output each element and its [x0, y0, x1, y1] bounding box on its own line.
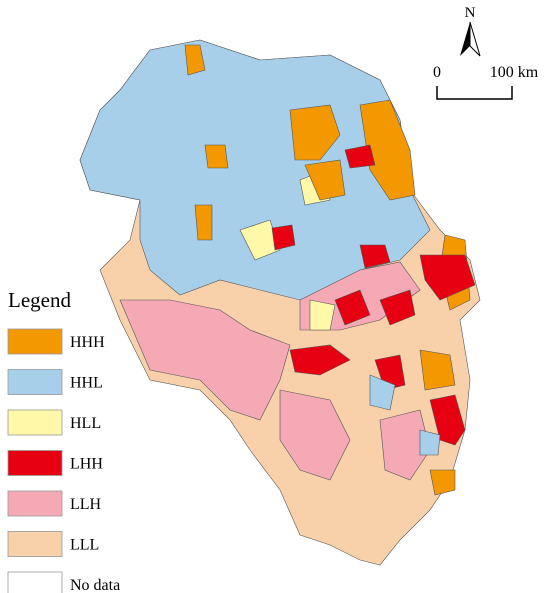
map-region — [304, 159, 346, 201]
legend-swatch — [7, 490, 63, 517]
map-region — [271, 224, 296, 251]
map-region — [419, 254, 476, 301]
map-region — [379, 409, 431, 481]
legend-swatch — [7, 328, 63, 355]
legend-label: LHH — [70, 456, 103, 473]
map-region — [419, 349, 456, 391]
scale-bar: 0 100 km — [433, 64, 539, 100]
map-region — [184, 44, 206, 76]
legend-swatch — [7, 450, 63, 476]
map-region — [289, 344, 351, 376]
legend-label: HHH — [70, 334, 105, 351]
map-regions — [79, 39, 481, 566]
map-region — [334, 289, 371, 326]
north-label: N — [465, 5, 476, 21]
legend: Legend HHH HHL HLL LHH LLH LLL No data — [7, 288, 120, 593]
legend-label: HLL — [70, 415, 101, 432]
map-region — [429, 394, 466, 446]
map-region — [344, 144, 376, 169]
map-region — [309, 299, 336, 331]
map-region — [119, 299, 291, 421]
map-region — [204, 144, 229, 169]
legend-swatch — [7, 531, 63, 557]
legend-label: No data — [70, 577, 120, 593]
map-region — [359, 99, 416, 201]
map-region — [429, 469, 456, 496]
map-region — [239, 219, 281, 261]
legend-swatch — [7, 571, 63, 593]
scale-start: 0 — [433, 64, 441, 81]
scale-line — [436, 86, 513, 100]
north-arrow-right — [469, 21, 481, 57]
legend-label: HHL — [70, 375, 103, 392]
map-region — [289, 104, 341, 161]
map-region — [359, 244, 391, 269]
map-region — [419, 429, 441, 456]
map-region — [369, 374, 396, 411]
legend-swatch — [7, 409, 63, 436]
map-region — [379, 289, 416, 326]
scale-end: 100 km — [490, 64, 539, 81]
legend-swatch — [7, 369, 63, 395]
north-arrow: N — [460, 5, 481, 57]
map-region — [279, 389, 351, 481]
north-arrow-left — [460, 22, 470, 56]
legend-label: LLL — [70, 537, 99, 554]
legend-label: LLH — [70, 496, 102, 513]
map-region — [194, 204, 213, 241]
legend-title: Legend — [8, 288, 71, 312]
